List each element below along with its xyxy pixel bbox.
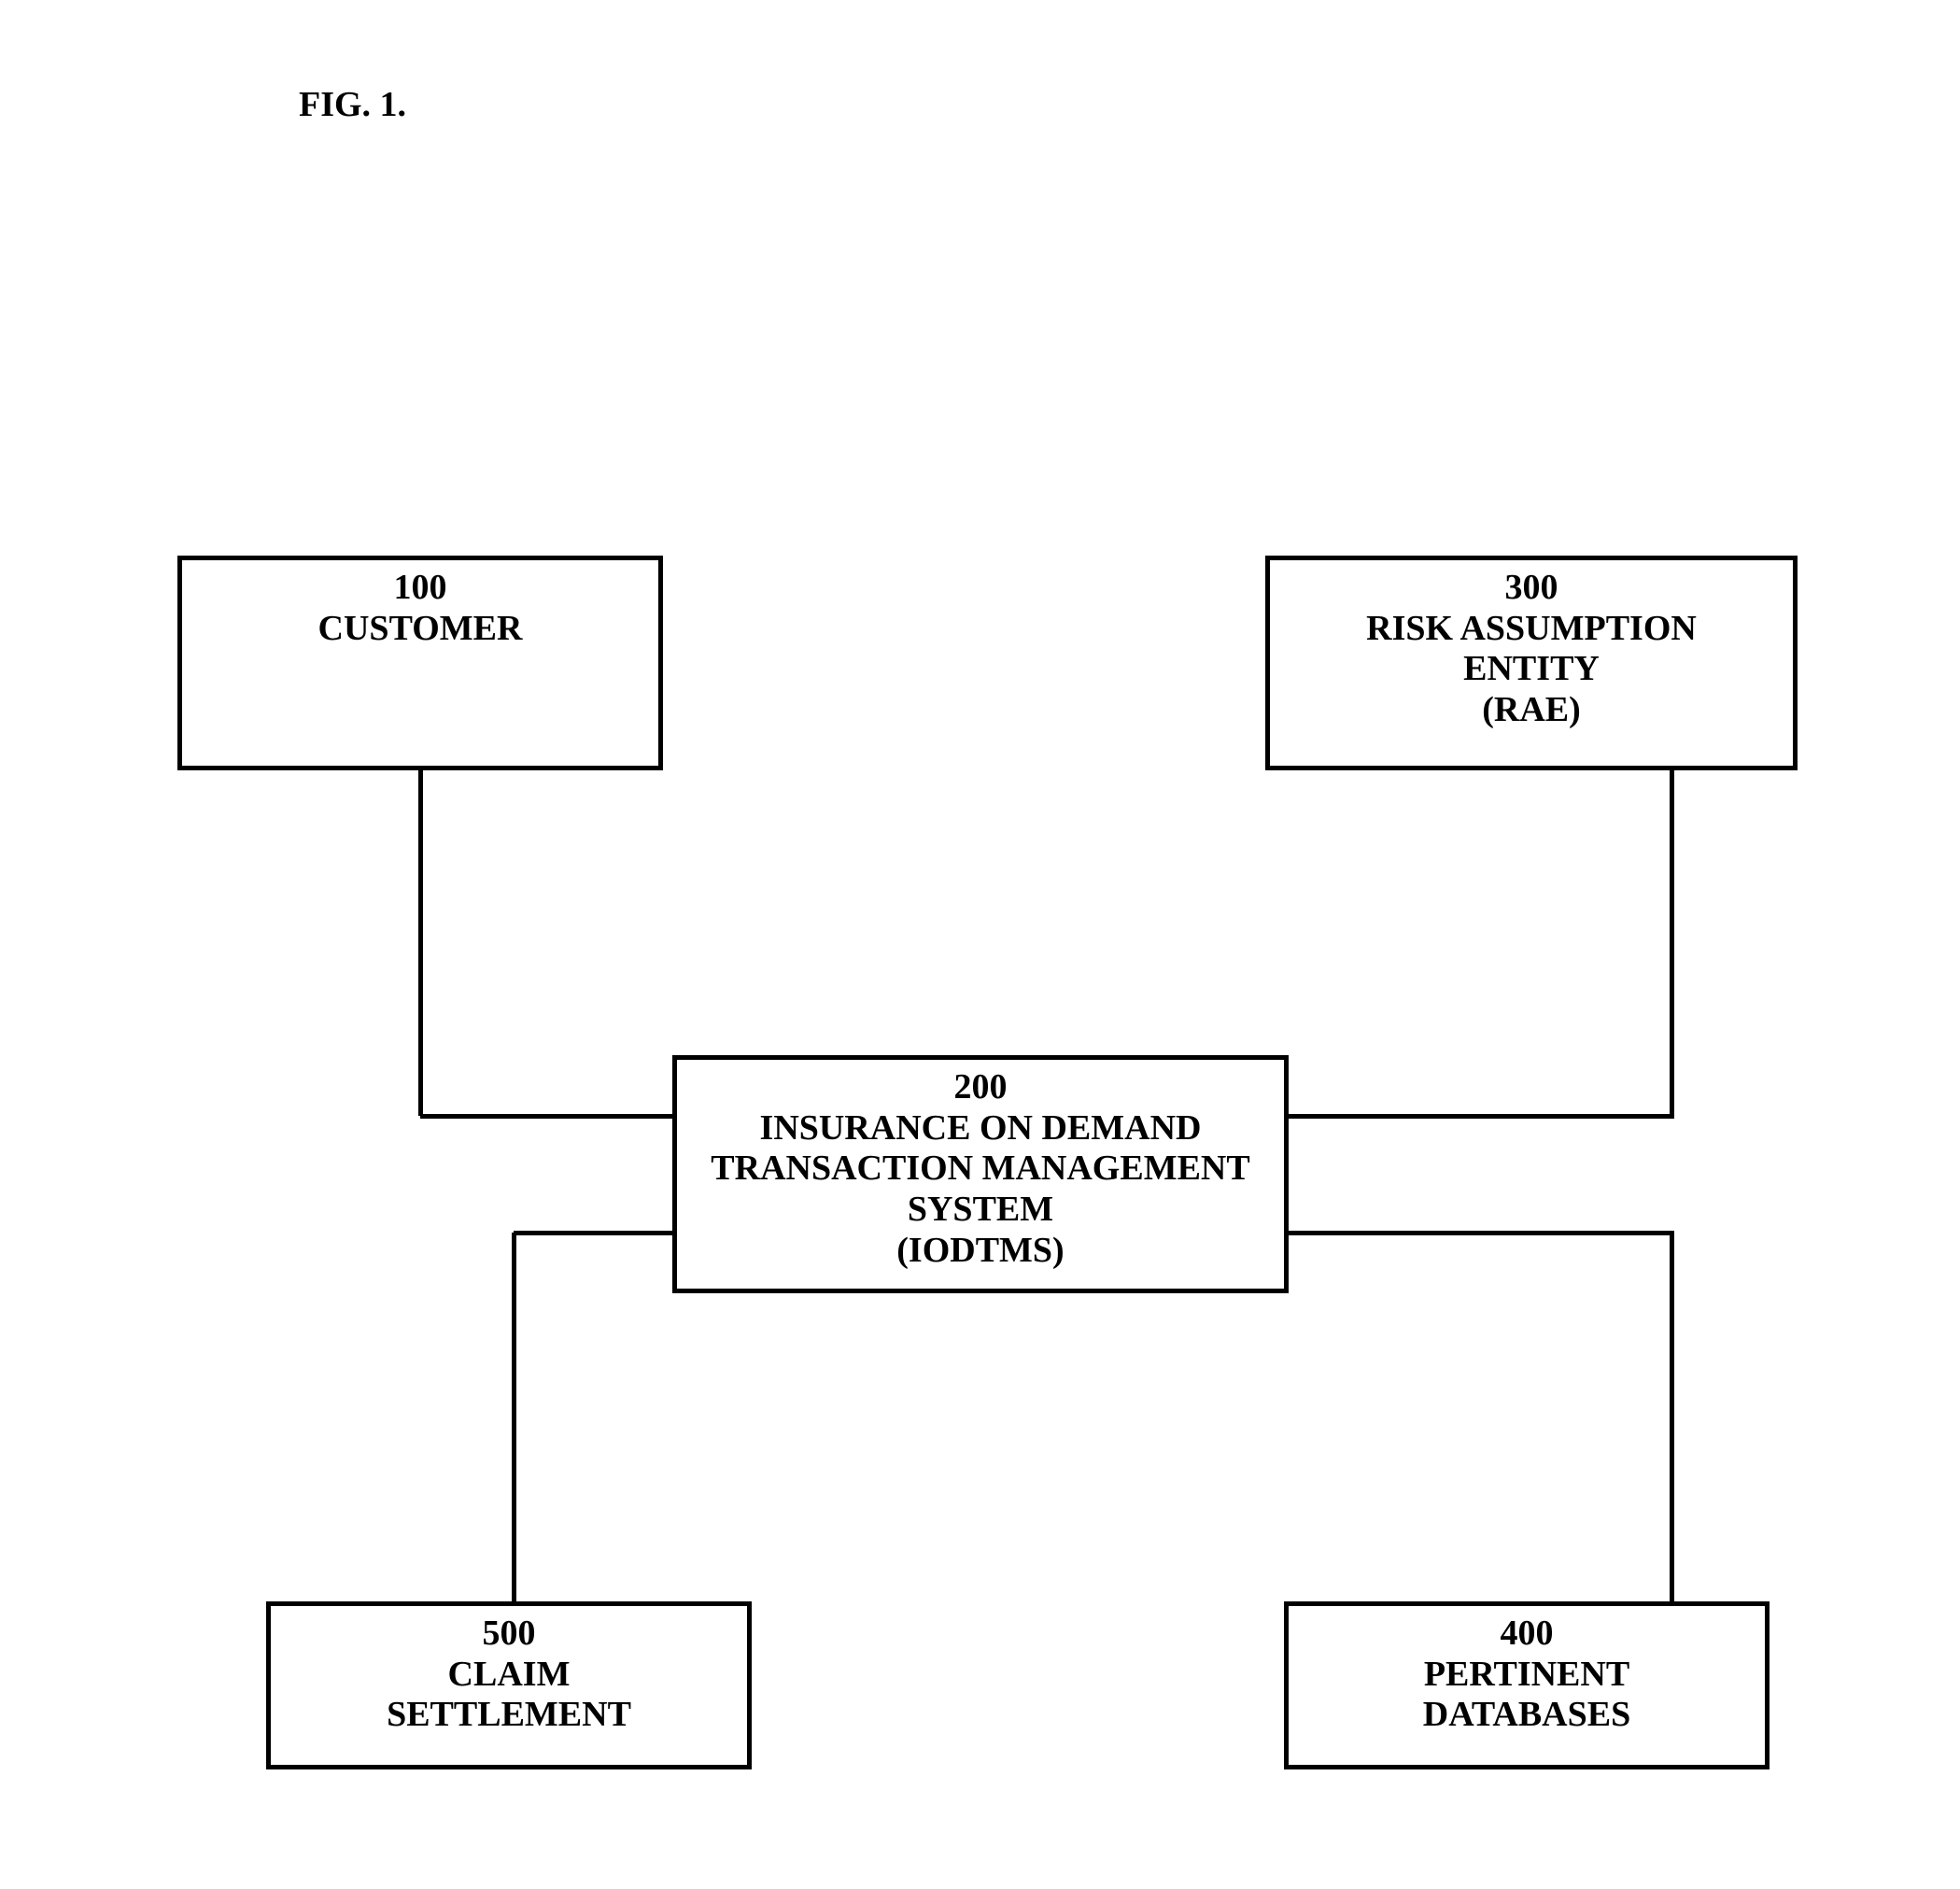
node-number: 200 (954, 1067, 1008, 1108)
edge-segment (1670, 1233, 1674, 1601)
edge-segment (418, 770, 423, 1116)
node-text: DATABASES (1423, 1695, 1630, 1736)
node-text: CUSTOMER (318, 609, 523, 650)
node-iodtms: 200 INSURANCE ON DEMAND TRANSACTION MANA… (672, 1055, 1289, 1293)
node-number: 400 (1501, 1614, 1554, 1655)
node-text: CLAIM (448, 1655, 571, 1696)
node-customer: 100 CUSTOMER (177, 556, 663, 770)
node-text: (RAE) (1482, 690, 1581, 731)
edge-segment (420, 1114, 675, 1119)
node-text: TRANSACTION MANAGEMENT (711, 1149, 1249, 1190)
node-number: 100 (394, 568, 447, 609)
node-rae: 300 RISK ASSUMPTION ENTITY (RAE) (1265, 556, 1798, 770)
figure-label: FIG. 1. (299, 84, 406, 125)
node-text: ENTITY (1463, 649, 1600, 690)
edge-segment (1289, 1231, 1674, 1235)
node-text: SYSTEM (908, 1190, 1053, 1231)
edge-segment (1670, 770, 1674, 1116)
node-text: SETTLEMENT (387, 1695, 631, 1736)
node-number: 500 (483, 1614, 536, 1655)
edge-segment (514, 1231, 675, 1235)
edge-segment (512, 1233, 516, 1601)
node-text: INSURANCE ON DEMAND (760, 1108, 1202, 1149)
node-number: 300 (1505, 568, 1558, 609)
diagram-canvas: FIG. 1. 100 CUSTOMER 300 RISK ASSUMPTION… (0, 0, 1960, 1889)
node-claim: 500 CLAIM SETTLEMENT (266, 1601, 752, 1769)
node-text: PERTINENT (1424, 1655, 1629, 1696)
node-text: (IODTMS) (896, 1231, 1064, 1272)
node-text: RISK ASSUMPTION (1366, 609, 1697, 650)
edge-segment (1289, 1114, 1674, 1119)
node-databases: 400 PERTINENT DATABASES (1284, 1601, 1770, 1769)
